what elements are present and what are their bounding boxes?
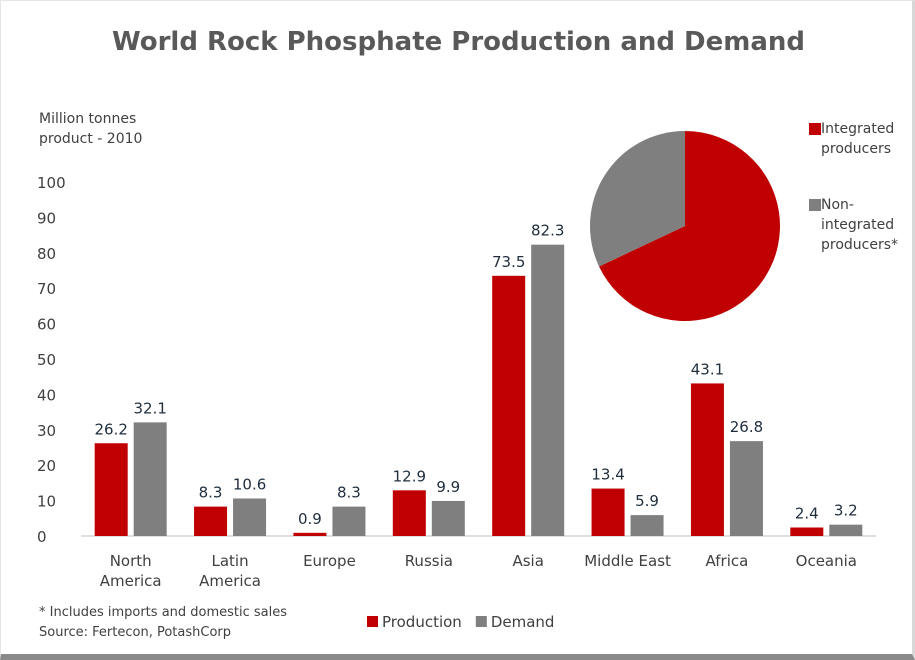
- x-tick-label: North America: [99, 552, 162, 590]
- y-tick-label: 70: [37, 280, 56, 298]
- value-label: 5.9: [635, 492, 659, 510]
- x-tick-label: Oceania: [795, 552, 857, 570]
- value-label: 26.2: [94, 420, 127, 438]
- y-tick-label: 20: [37, 457, 56, 475]
- bar: [332, 506, 366, 536]
- note: Source: Fertecon, PotashCorp: [39, 625, 232, 640]
- x-tick-label: Latin America: [199, 552, 261, 590]
- value-label: 3.2: [834, 502, 858, 520]
- chart-title: World Rock Phosphate Production and Dema…: [111, 27, 806, 57]
- bar: [531, 244, 565, 536]
- legend-swatch: [809, 199, 821, 211]
- legend-swatch: [475, 616, 487, 627]
- y-tick-label: 90: [37, 209, 56, 227]
- value-label: 12.9: [393, 467, 426, 485]
- bar: [293, 532, 327, 536]
- bar: [194, 506, 228, 536]
- bar: [729, 441, 763, 536]
- note: * Includes imports and domestic sales: [39, 605, 288, 620]
- bar: [591, 488, 625, 536]
- pie-slice: [599, 131, 781, 321]
- legend-label: Production: [382, 613, 462, 631]
- bar: [392, 490, 426, 536]
- value-label: 0.9: [298, 510, 322, 528]
- legend-label: Demand: [491, 613, 555, 631]
- bar: [690, 383, 724, 536]
- pie-slice: [590, 131, 685, 267]
- value-label: 8.3: [337, 484, 361, 502]
- bar: [630, 515, 664, 536]
- value-label: 43.1: [691, 360, 724, 378]
- legend-swatch: [809, 123, 821, 135]
- x-tick-label: Africa: [705, 552, 749, 570]
- value-label: 2.4: [795, 505, 819, 523]
- value-label: 9.9: [436, 478, 460, 496]
- y-tick-label: 0: [37, 528, 47, 546]
- x-tick-label: Asia: [512, 552, 544, 570]
- legend-swatch: [367, 616, 378, 627]
- value-label: 10.6: [233, 475, 266, 493]
- x-tick-label: Russia: [404, 552, 453, 570]
- y-tick-label: 40: [37, 386, 56, 404]
- y-axis-label: Million tonnes product - 2010: [39, 111, 143, 147]
- bar: [233, 498, 267, 536]
- y-tick-label: 10: [37, 493, 56, 511]
- y-tick-label: 100: [37, 174, 66, 192]
- value-label: 26.8: [730, 418, 763, 436]
- legend-label: Non- integrated producers*: [821, 197, 899, 253]
- value-label: 32.1: [133, 399, 166, 417]
- bar: [492, 275, 526, 536]
- bar: [829, 524, 863, 536]
- value-label: 13.4: [591, 466, 624, 484]
- y-tick-label: 80: [37, 245, 56, 263]
- bar: [133, 422, 167, 536]
- bar: [431, 500, 465, 536]
- x-tick-label: Middle East: [584, 552, 671, 570]
- x-tick-label: Europe: [303, 552, 356, 570]
- value-label: 82.3: [531, 222, 564, 240]
- legend-label: Integrated producers: [821, 121, 895, 157]
- bar: [790, 527, 824, 536]
- value-label: 8.3: [199, 484, 223, 502]
- value-label: 73.5: [492, 253, 525, 271]
- bar: [94, 443, 128, 536]
- y-tick-label: 30: [37, 422, 56, 440]
- y-tick-label: 50: [37, 351, 56, 369]
- y-tick-label: 60: [37, 316, 56, 334]
